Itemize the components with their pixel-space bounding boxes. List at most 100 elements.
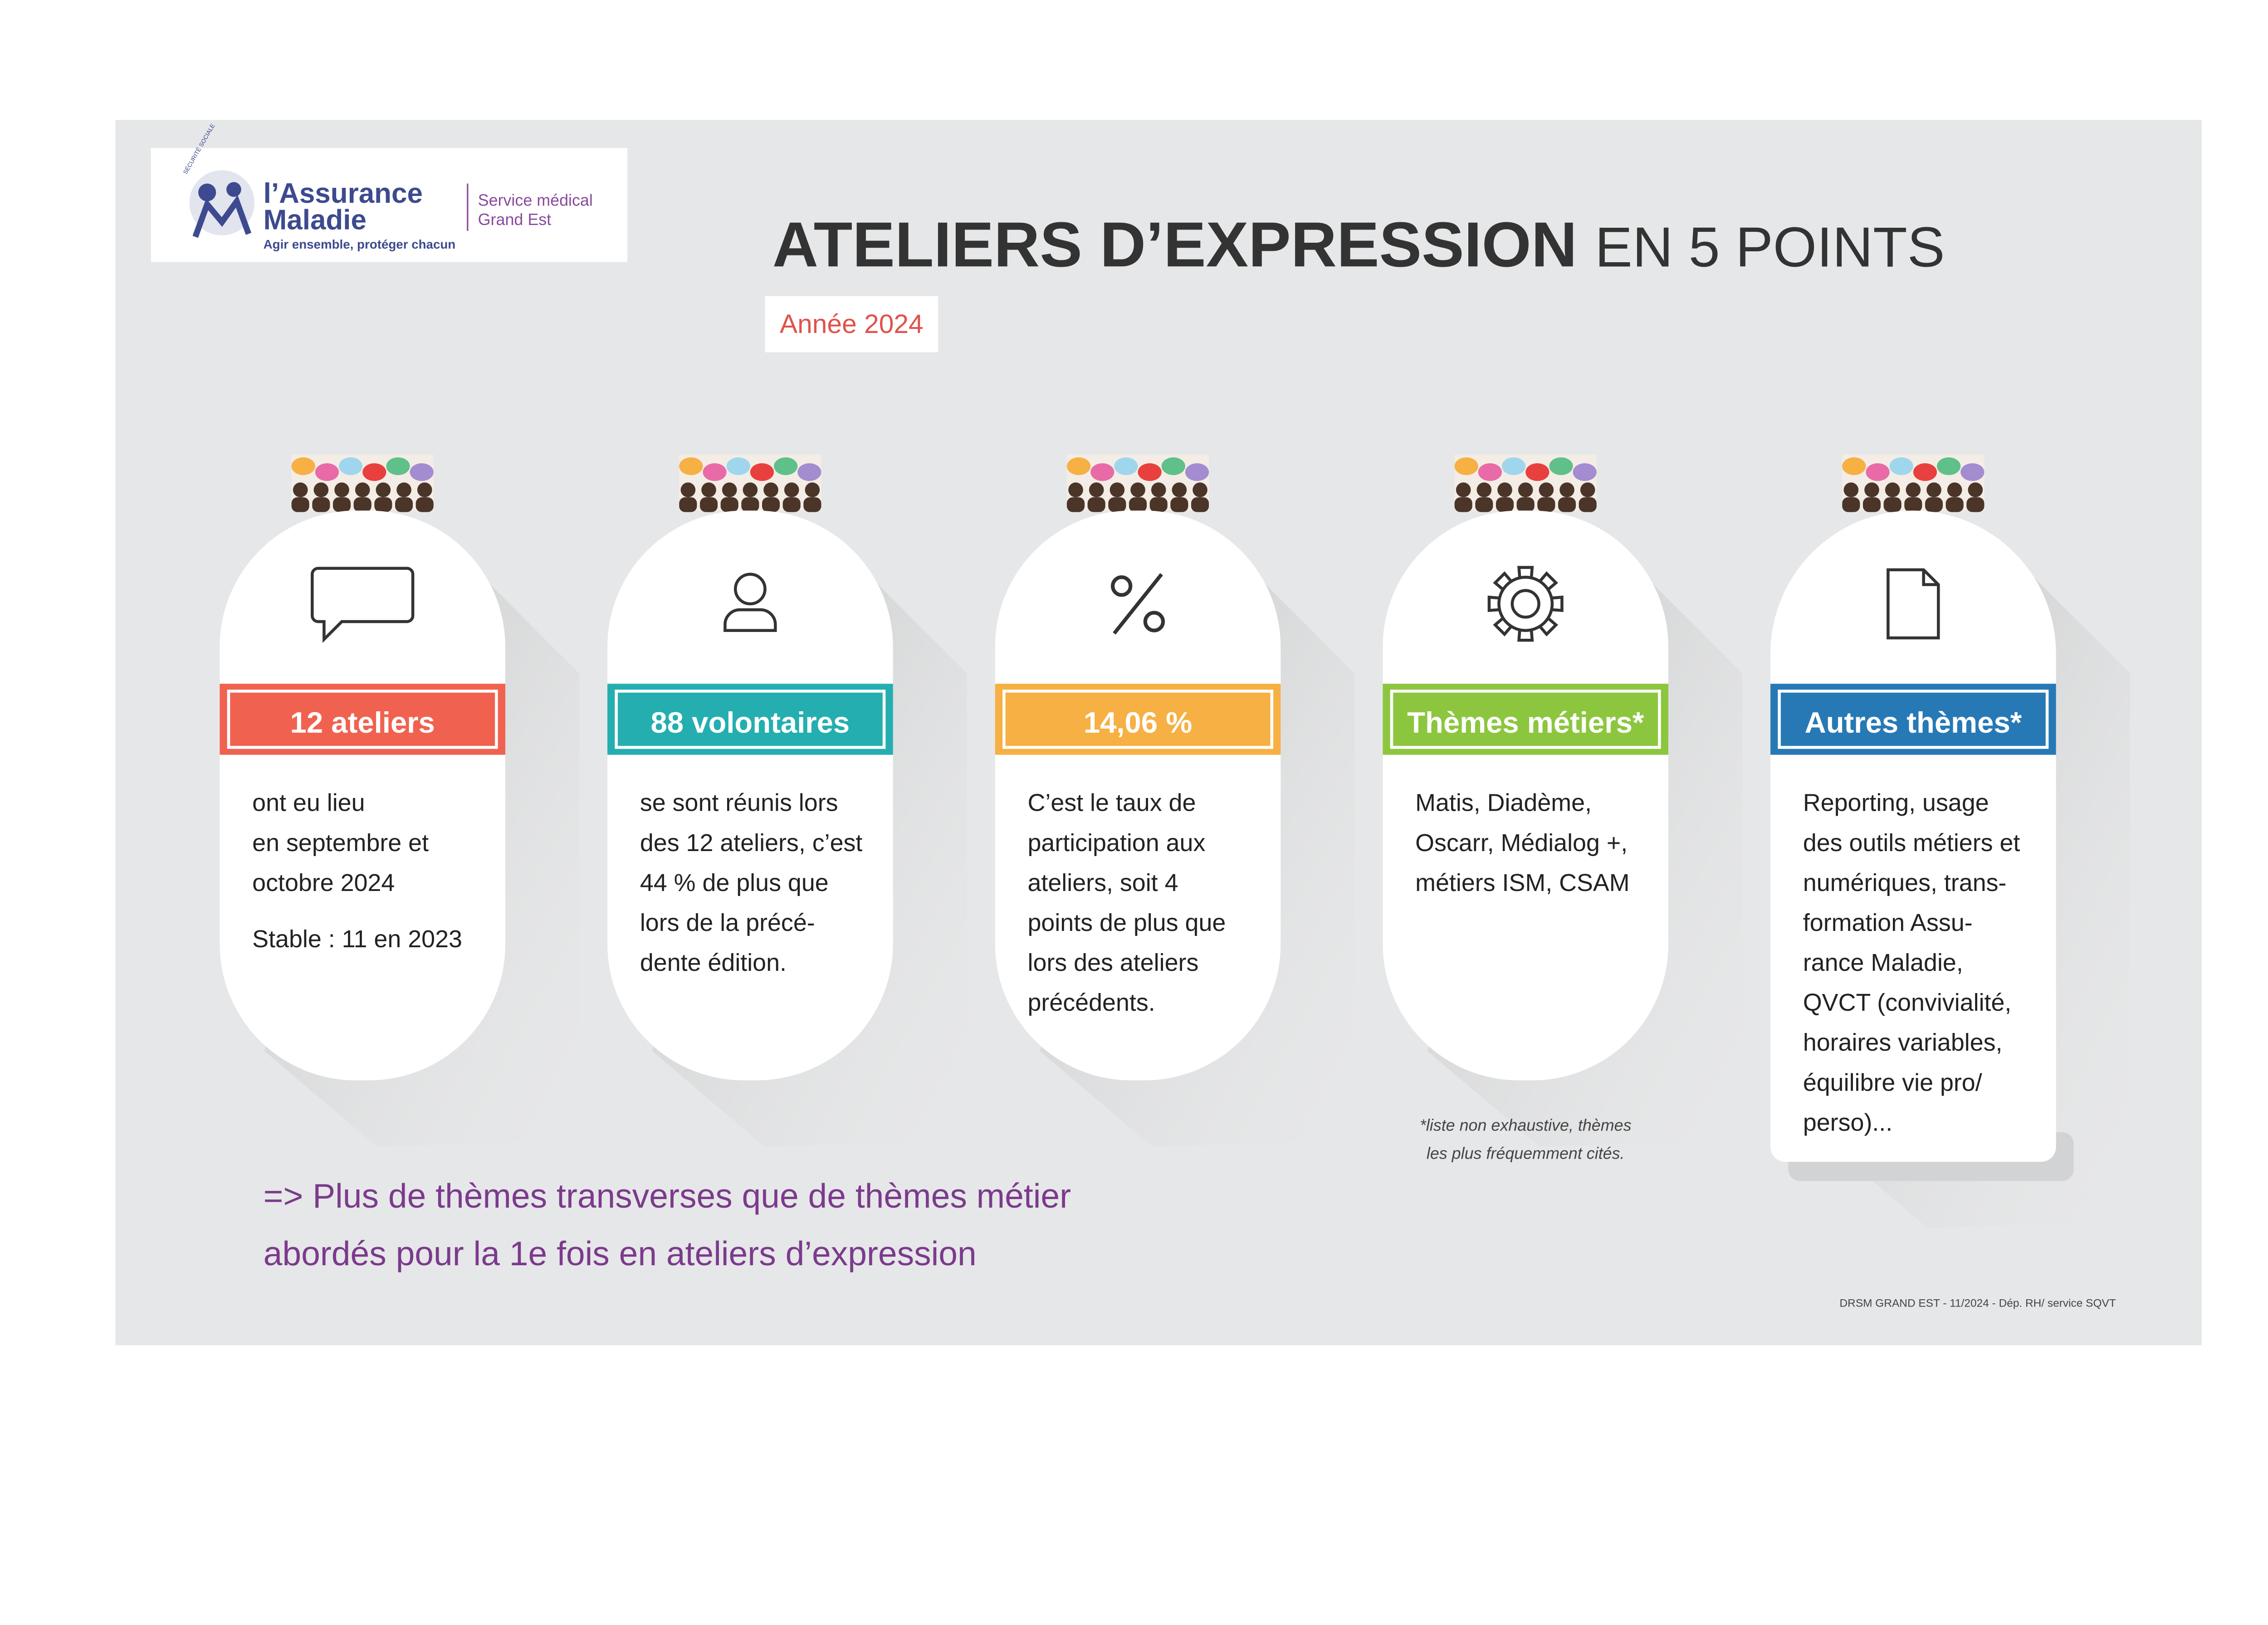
logo-figure: [192, 195, 252, 238]
crowd-head: [1089, 482, 1104, 498]
logo-figure: [198, 183, 216, 201]
speech-bubble: [1502, 457, 1526, 475]
crowd-body: [679, 497, 697, 512]
crowd-head: [1193, 482, 1207, 498]
logo-service: Grand Est: [478, 210, 552, 229]
crowd-head: [313, 482, 329, 498]
speech-bubble: [1573, 463, 1597, 481]
crowd-head: [396, 482, 411, 498]
cards: 12 ateliers ont eu lieu en septembre et oct…: [220, 454, 2130, 1229]
crowd-body: [1537, 497, 1555, 512]
crowd-body: [1129, 497, 1147, 512]
crowd-body: [1496, 497, 1514, 512]
title-light: EN 5 POINTS: [1595, 216, 1945, 279]
card-text: Oscarr, Médialog +,: [1415, 829, 1628, 857]
crowd-body: [312, 497, 330, 512]
logo-name: l’Assurance: [264, 178, 423, 209]
crowd-head: [1518, 482, 1533, 498]
speech-bubble: [1937, 457, 1961, 475]
crowd-head: [1476, 482, 1492, 498]
speech-bubble: [1525, 463, 1549, 481]
crowd-body: [1883, 497, 1901, 512]
card-text: QVCT (convivialité,: [1803, 989, 2012, 1016]
card-text: ateliers, soit 4: [1028, 869, 1178, 896]
card-text: dente édition.: [640, 949, 787, 976]
footnote: les plus fréquemment cités.: [1427, 1144, 1625, 1162]
label-frame: [1002, 690, 1274, 749]
crowd-body: [1842, 497, 1860, 512]
crowd-illustration: [291, 454, 434, 512]
card-label: 12 ateliers: [290, 706, 435, 739]
crowd-head: [1968, 482, 1983, 498]
logo-service: Service médical: [478, 191, 593, 210]
label-frame: [615, 690, 886, 749]
year-box: [765, 296, 938, 352]
card-text: octobre 2024: [252, 869, 395, 896]
card: 14,06 % C’est le taux de participation aux…: [995, 454, 1355, 1147]
speech-bubble: [1161, 457, 1185, 475]
card-body: [220, 510, 505, 1081]
icon-document: [1887, 568, 1940, 640]
crowd-head: [1151, 482, 1166, 498]
card-text: horaires variables,: [1803, 1029, 2003, 1056]
crowd-body: [1904, 497, 1922, 512]
crowd-head: [722, 482, 737, 498]
crowd-body: [720, 497, 738, 512]
crowd-head: [1580, 482, 1595, 498]
crowd-body: [1516, 497, 1535, 512]
crowd-head: [1110, 482, 1125, 498]
card-body: [995, 510, 1281, 1081]
crowd-body: [762, 497, 780, 512]
icon-user: [723, 608, 777, 632]
crowd-head: [743, 482, 758, 498]
card-text: lors des ateliers: [1028, 949, 1199, 976]
crowd-head: [1172, 482, 1187, 498]
card: 12 ateliers ont eu lieu en septembre et oct…: [220, 454, 580, 1147]
crowd-illustration: [1066, 454, 1209, 512]
speech-bubble: [386, 457, 410, 475]
card-text: précédents.: [1028, 989, 1155, 1016]
crowd-illustration: [1842, 454, 1984, 512]
crowd-head: [1456, 482, 1471, 498]
label-band: [607, 684, 893, 755]
crowd-body: [1579, 497, 1597, 512]
crowd-head: [1130, 482, 1145, 498]
crowd-head: [1497, 482, 1512, 498]
title-bold: ATELIERS D’EXPRESSION: [772, 209, 1577, 280]
crowd-head: [680, 482, 696, 498]
speech-bubble: [1114, 457, 1138, 475]
crowd-illustration: [1454, 454, 1597, 512]
speech-bubble: [750, 463, 774, 481]
card-label: 88 volontaires: [651, 706, 850, 739]
card-label: Thèmes métiers*: [1407, 706, 1644, 739]
speech-bubble: [410, 463, 434, 481]
icon-gear: [1510, 589, 1540, 619]
speech-bubble: [1185, 463, 1209, 481]
crowd-body: [291, 497, 309, 512]
logo-tagline: Agir ensemble, protéger chacun: [264, 237, 456, 251]
label-band: [1383, 684, 1668, 755]
card-text: participation aux: [1028, 829, 1206, 857]
speech-bubble: [679, 457, 703, 475]
card-text: en septembre et: [252, 829, 429, 857]
card-text: Reporting, usage: [1803, 789, 1989, 817]
card-text: ont eu lieu: [252, 789, 365, 817]
crowd-head: [1947, 482, 1962, 498]
speech-bubble: [1866, 463, 1890, 481]
speech-bubble: [1454, 457, 1478, 475]
speech-bubble: [1478, 463, 1502, 481]
label-frame: [1778, 690, 2049, 749]
card-text: perso)...: [1803, 1109, 1892, 1136]
crowd-body: [1475, 497, 1493, 512]
speech-bubble: [1960, 463, 1984, 481]
label-band: [995, 684, 1281, 755]
crowd-head: [376, 482, 391, 498]
logo-figure: [226, 182, 241, 197]
year: Année 2024: [780, 309, 924, 339]
logo-name: Maladie: [264, 205, 367, 236]
icon-gear: [1487, 566, 1564, 642]
crowd-body: [415, 497, 434, 512]
speech-bubble: [1138, 463, 1162, 481]
crowd-body: [1149, 497, 1168, 512]
speech-bubble: [797, 463, 821, 481]
